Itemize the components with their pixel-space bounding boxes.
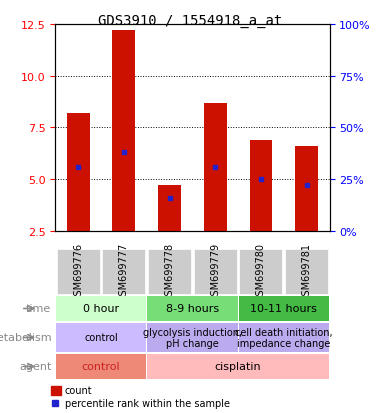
Bar xyxy=(147,323,238,352)
Bar xyxy=(204,103,227,231)
Bar xyxy=(147,297,238,321)
Bar xyxy=(158,186,181,231)
Bar xyxy=(240,249,282,294)
Text: GSM699778: GSM699778 xyxy=(165,242,174,301)
Bar xyxy=(239,297,329,321)
Text: GSM699779: GSM699779 xyxy=(210,242,220,301)
Text: glycolysis induction,
pH change: glycolysis induction, pH change xyxy=(143,327,242,349)
Text: control: control xyxy=(82,361,120,372)
Text: GSM699780: GSM699780 xyxy=(256,242,266,301)
Bar xyxy=(147,354,329,379)
Text: 8-9 hours: 8-9 hours xyxy=(166,304,219,314)
Text: 10-11 hours: 10-11 hours xyxy=(250,304,317,314)
Text: percentile rank within the sample: percentile rank within the sample xyxy=(65,398,230,408)
Text: metabolism: metabolism xyxy=(0,332,51,343)
Bar xyxy=(56,354,146,379)
Text: agent: agent xyxy=(19,361,51,372)
Bar xyxy=(56,297,146,321)
Bar xyxy=(250,140,272,231)
Bar xyxy=(102,249,145,294)
Text: GSM699781: GSM699781 xyxy=(302,242,312,301)
Text: GSM699777: GSM699777 xyxy=(119,242,129,301)
Bar xyxy=(148,249,191,294)
Bar xyxy=(57,249,99,294)
Bar xyxy=(67,114,90,231)
Text: 0 hour: 0 hour xyxy=(83,304,119,314)
Bar xyxy=(285,249,328,294)
Bar xyxy=(194,249,237,294)
Bar xyxy=(239,323,329,352)
Bar xyxy=(295,147,318,231)
Bar xyxy=(56,323,146,352)
Text: cisplatin: cisplatin xyxy=(215,361,261,372)
Text: GDS3910 / 1554918_a_at: GDS3910 / 1554918_a_at xyxy=(98,14,283,28)
Bar xyxy=(51,386,61,395)
Text: count: count xyxy=(65,385,93,395)
Text: GSM699776: GSM699776 xyxy=(73,242,83,301)
Bar xyxy=(112,31,135,231)
Text: control: control xyxy=(84,332,118,343)
Text: cell death initiation,
impedance change: cell death initiation, impedance change xyxy=(235,327,333,349)
Text: time: time xyxy=(26,304,51,314)
